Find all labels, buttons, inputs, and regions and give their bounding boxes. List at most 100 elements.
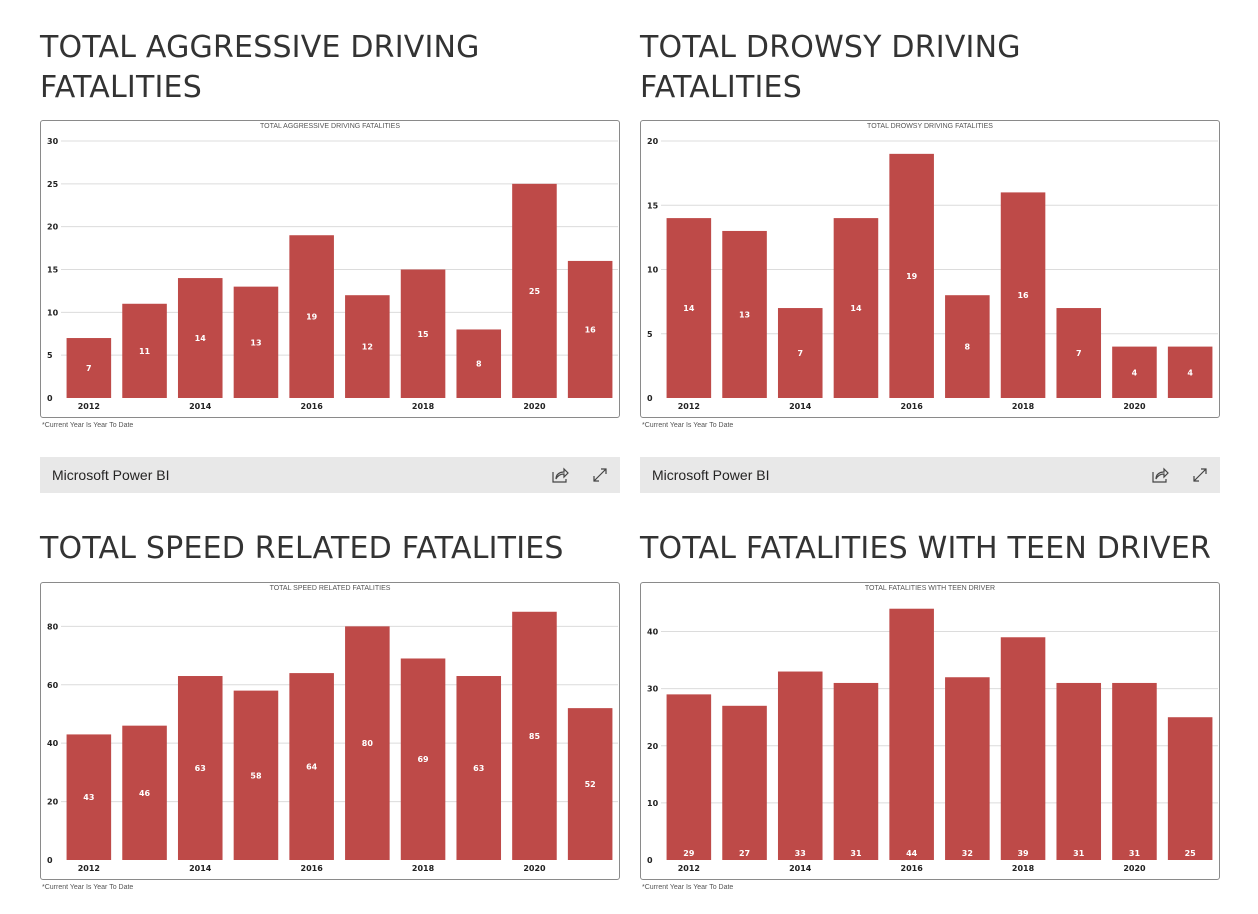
chart-plot: 0 10 20 30 40 29 27 33 31 44 32 39 31 31 25 2012 2014 201…: [647, 608, 1218, 873]
bar: [945, 295, 990, 398]
data-label: 44: [906, 849, 918, 858]
bar: [177, 676, 223, 860]
data-label: 7: [1076, 349, 1082, 358]
x-tick-label: 2016: [301, 402, 324, 411]
x-tick-label: 2016: [901, 864, 924, 873]
y-tick-label: 0: [647, 394, 653, 403]
data-label: 13: [250, 338, 261, 347]
x-tick-label: 2020: [523, 402, 546, 411]
y-tick-label: 60: [47, 681, 59, 690]
data-label: 33: [795, 849, 806, 858]
bar: [233, 690, 279, 860]
x-tick-label: 2014: [789, 864, 812, 873]
heading-aggressive: TOTAL AGGRESSIVE DRIVING FATALITIES: [40, 30, 480, 105]
footnote: *Current Year Is Year To Date: [642, 422, 734, 429]
x-tick-label: 2016: [301, 864, 324, 873]
y-tick-label: 20: [47, 798, 59, 807]
data-label: 7: [86, 364, 92, 373]
y-tick-label: 5: [647, 330, 653, 339]
y-tick-label: 40: [647, 628, 659, 637]
y-tick-label: 10: [647, 266, 659, 275]
data-label: 64: [306, 763, 318, 772]
powerbi-link[interactable]: Microsoft Power BI: [652, 467, 770, 483]
data-label: 13: [739, 310, 750, 319]
share-icon[interactable]: [550, 465, 570, 485]
bar: [666, 218, 712, 398]
powerbi-footer: Microsoft Power BI: [40, 457, 620, 493]
bar: [400, 269, 446, 398]
data-label: 19: [306, 313, 318, 322]
bar: [1056, 682, 1102, 860]
share-icon[interactable]: [1150, 465, 1170, 485]
data-label: 31: [1129, 849, 1141, 858]
y-tick-label: 30: [647, 685, 659, 694]
chart-plot: 0 20 40 60 80 43 46 63 58 64 80 69 63 85 52 2012 2014 201…: [47, 611, 618, 873]
data-label: 43: [83, 793, 94, 802]
y-tick-label: 80: [47, 622, 59, 631]
bar: [1000, 192, 1046, 398]
bar: [122, 303, 167, 398]
bar: [1112, 346, 1157, 398]
bar: [289, 673, 334, 860]
bar: [833, 218, 879, 398]
heading-speed: TOTAL SPEED RELATED FATALITIES: [40, 531, 564, 566]
data-label: 8: [476, 360, 482, 369]
chart-drowsy: TOTAL DROWSY DRIVING FATALITIES 0 5 10 15 20…: [640, 120, 1220, 418]
y-tick-label: 0: [47, 394, 53, 403]
y-tick-label: 25: [47, 180, 59, 189]
data-label: 80: [362, 739, 374, 748]
y-tick-label: 20: [647, 742, 659, 751]
bar: [233, 286, 279, 398]
bar: [945, 677, 990, 860]
data-label: 11: [139, 347, 151, 356]
data-label: 39: [1017, 849, 1029, 858]
y-tick-label: 30: [47, 137, 59, 146]
x-tick-label: 2020: [523, 864, 546, 873]
x-tick-label: 2012: [78, 864, 100, 873]
x-tick-label: 2012: [678, 864, 700, 873]
x-tick-label: 2020: [1123, 864, 1146, 873]
powerbi-link[interactable]: Microsoft Power BI: [52, 467, 170, 483]
data-label: 16: [585, 325, 597, 334]
bar: [345, 626, 390, 860]
expand-icon[interactable]: [1190, 465, 1210, 485]
bar: [777, 308, 823, 398]
heading-teen: TOTAL FATALITIES WITH TEEN DRIVER: [640, 531, 1212, 566]
chart-title: TOTAL DROWSY DRIVING FATALITIES: [867, 123, 993, 130]
expand-icon[interactable]: [590, 465, 610, 485]
bar: [66, 338, 112, 398]
data-label: 14: [683, 304, 695, 313]
x-tick-label: 2014: [189, 402, 212, 411]
bar: [722, 230, 767, 398]
bar: [777, 671, 823, 860]
bar: [567, 260, 613, 398]
data-label: 31: [1073, 849, 1085, 858]
x-tick-label: 2014: [189, 864, 212, 873]
bar: [456, 329, 502, 398]
y-tick-label: 5: [47, 351, 53, 360]
x-tick-label: 2018: [412, 402, 435, 411]
data-label: 19: [906, 272, 918, 281]
data-label: 58: [250, 771, 262, 780]
data-label: 15: [417, 330, 429, 339]
bar: [722, 705, 767, 860]
bar: [1167, 346, 1213, 398]
data-label: 31: [850, 849, 862, 858]
data-label: 46: [139, 789, 151, 798]
x-tick-label: 2018: [1012, 864, 1035, 873]
y-tick-label: 15: [647, 201, 659, 210]
data-label: 4: [1132, 368, 1138, 377]
data-label: 29: [683, 849, 695, 858]
data-label: 4: [1187, 368, 1193, 377]
chart-plot: 0 5 10 15 20 25 30 7 11 14 13 19 12 15 8 25 16 2012 2014 20…: [47, 137, 618, 411]
bar: [889, 608, 934, 860]
x-tick-label: 2018: [1012, 402, 1035, 411]
y-tick-label: 15: [47, 266, 59, 275]
footnote: *Current Year Is Year To Date: [42, 422, 134, 429]
y-tick-label: 10: [647, 799, 659, 808]
data-label: 8: [965, 343, 971, 352]
chart-aggressive: TOTAL AGGRESSIVE DRIVING FATALITIES 0 5 10…: [40, 120, 620, 418]
bar: [889, 153, 934, 398]
bar: [833, 682, 879, 860]
x-tick-label: 2016: [901, 402, 924, 411]
